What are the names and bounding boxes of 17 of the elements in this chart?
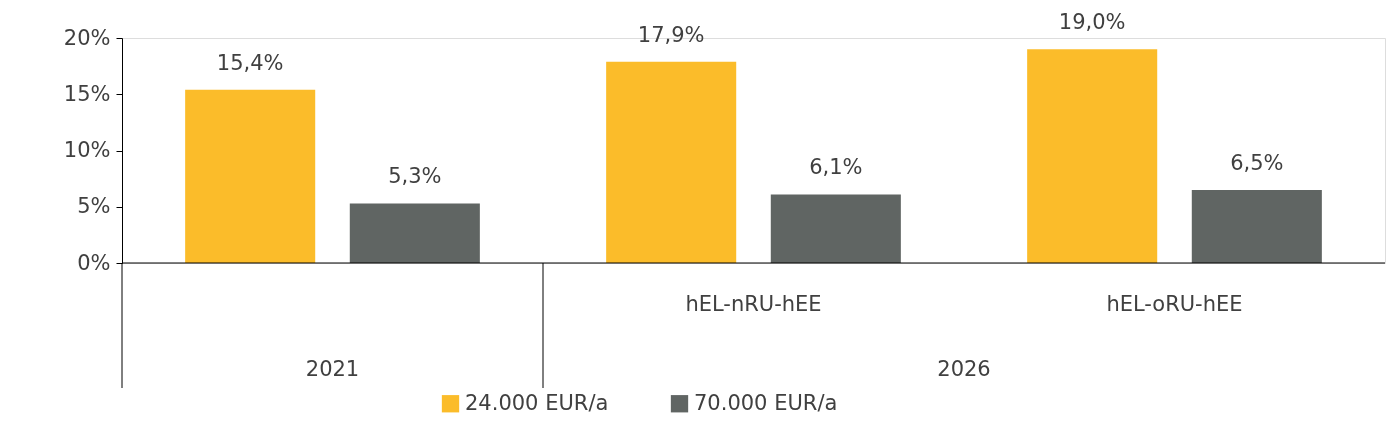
- data-label: 15,4%: [216, 50, 284, 75]
- data-label: 6,1%: [809, 155, 863, 180]
- x-tick-label: hEL-nRU-hEE: [685, 292, 822, 316]
- data-label: 17,9%: [637, 22, 705, 47]
- data-label: 6,5%: [1230, 150, 1284, 175]
- legend-label: 24.000 EUR/a: [465, 390, 609, 415]
- y-tick-label: 20%: [63, 25, 111, 50]
- x-tick-label: hEL-oRU-hEE: [1106, 292, 1243, 316]
- data-label: 19,0%: [1058, 10, 1126, 35]
- legend-label: 70.000 EUR/a: [694, 390, 838, 415]
- text: 2026: [937, 357, 991, 381]
- y-tick-label: 5%: [77, 194, 111, 219]
- data-label: 5,3%: [388, 164, 442, 189]
- y-tick-label: 15%: [63, 81, 111, 106]
- text: 2021: [305, 357, 360, 381]
- y-tick-label: 10%: [63, 138, 111, 162]
- y-tick-label: 0%: [77, 250, 111, 275]
